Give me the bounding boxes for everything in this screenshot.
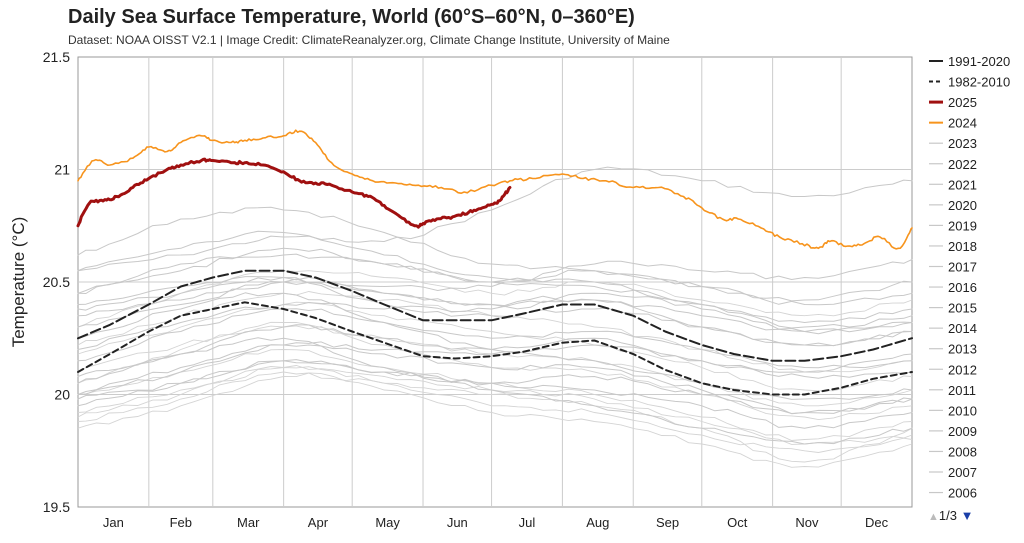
legend-label: 2016 [948, 280, 977, 295]
legend-label: 2024 [948, 116, 977, 131]
axis-layer: Jan Feb Mar Apr May Jun Jul Aug Sep Oct Nov Dec 19.5… [43, 49, 889, 530]
legend-label: 2020 [948, 198, 977, 213]
legend-item[interactable]: 2007 [929, 465, 977, 480]
legend-label: 2017 [948, 260, 977, 275]
legend-item[interactable]: 2022 [929, 157, 977, 172]
background-year-line [77, 366, 913, 453]
legend-item[interactable]: 2020 [929, 198, 977, 213]
legend-item[interactable]: 2014 [929, 321, 977, 336]
legend-label: 2015 [948, 301, 977, 316]
legend-label: 1991-2020 [948, 54, 1010, 69]
series-line-2024 [77, 129, 913, 250]
legend-item[interactable]: 2016 [929, 280, 977, 295]
series-line-1982-2010 [77, 301, 913, 396]
legend: 1991-2020 1982-2010 2025 2024 2023 2022 2021 20… [929, 54, 1010, 501]
y-tick-label: 21.5 [43, 49, 70, 65]
legend-item[interactable]: 2023 [929, 136, 977, 151]
legend-item[interactable]: 2010 [929, 403, 977, 418]
legend-item[interactable]: 2025 [929, 95, 977, 110]
x-tick-label: Aug [586, 515, 609, 530]
series-line-2006 [77, 359, 913, 414]
series-line-2011 [77, 344, 913, 415]
legend-item[interactable]: 2012 [929, 362, 977, 377]
legend-item[interactable]: 2013 [929, 342, 977, 357]
series-line-2020 [77, 230, 913, 329]
series-line-1991-2020 [77, 269, 913, 362]
background-year-line [77, 372, 913, 463]
legend-item[interactable]: 2018 [929, 239, 977, 254]
legend-label: 2023 [948, 136, 977, 151]
y-tick-label: 21 [54, 162, 70, 178]
legend-item[interactable]: 2008 [929, 444, 977, 459]
x-tick-label: Mar [237, 515, 260, 530]
legend-item[interactable]: 2011 [929, 383, 976, 398]
legend-item[interactable]: 2015 [929, 301, 977, 316]
series-line-2022 [77, 276, 913, 347]
y-tick-label: 20 [54, 387, 70, 403]
series-line-2010 [77, 292, 913, 400]
legend-label: 2021 [948, 177, 977, 192]
legend-label: 2012 [948, 362, 977, 377]
legend-label: 2014 [948, 321, 977, 336]
legend-item[interactable]: 2009 [929, 424, 977, 439]
background-year-line [77, 371, 913, 468]
legend-label: 2013 [948, 342, 977, 357]
legend-item[interactable]: 2024 [929, 116, 977, 131]
series-line-2013 [77, 308, 913, 369]
x-tick-label: Dec [865, 515, 889, 530]
legend-item[interactable]: 1982-2010 [929, 75, 1010, 90]
series-line-2017 [77, 247, 913, 323]
background-year-line [77, 301, 913, 392]
series-line-2025 [76, 157, 512, 229]
x-tick-label: Feb [170, 515, 192, 530]
legend-label: 2011 [948, 383, 976, 398]
series-line-2023 [77, 166, 913, 272]
legend-label: 1982-2010 [948, 75, 1010, 90]
y-axis-label: Temperature (°C) [9, 217, 28, 348]
legend-item[interactable]: 2019 [929, 218, 977, 233]
legend-item[interactable]: 2006 [929, 486, 977, 501]
series-layer [76, 129, 913, 445]
x-tick-label: Jun [447, 515, 468, 530]
pager-label: 1/3 [938, 508, 957, 523]
series-line-2018 [77, 281, 913, 335]
x-tick-label: May [375, 515, 400, 530]
series-line-2014 [77, 302, 913, 350]
legend-label: 2022 [948, 157, 977, 172]
background-year-line [77, 270, 913, 328]
legend-label: 2008 [948, 444, 977, 459]
legend-item[interactable]: 2017 [929, 260, 977, 275]
legend-pager: ▲1/3 ▼ [928, 508, 973, 523]
x-tick-label: Apr [308, 515, 329, 530]
x-tick-label: Sep [656, 515, 679, 530]
legend-label: 2025 [948, 95, 977, 110]
legend-label: 2010 [948, 403, 977, 418]
x-tick-label: Jan [103, 515, 124, 530]
legend-label: 2006 [948, 486, 977, 501]
triangle-up-icon[interactable]: ▲ [928, 511, 939, 523]
y-tick-label: 19.5 [43, 499, 70, 515]
chart-title: Daily Sea Surface Temperature, World (60… [68, 6, 635, 28]
legend-label: 2018 [948, 239, 977, 254]
x-tick-label: Nov [795, 515, 819, 530]
legend-label: 2019 [948, 218, 977, 233]
legend-label: 2009 [948, 424, 977, 439]
series-line-2007 [77, 337, 913, 445]
series-line-2016 [77, 206, 913, 306]
y-tick-label: 20.5 [43, 274, 70, 290]
series-line-2015 [77, 259, 913, 328]
legend-label: 2007 [948, 465, 977, 480]
series-line-2009 [77, 341, 913, 395]
legend-item[interactable]: 2021 [929, 177, 977, 192]
x-tick-label: Jul [519, 515, 536, 530]
triangle-down-icon[interactable]: ▼ [960, 508, 974, 523]
chart-subtitle: Dataset: NOAA OISST V2.1 | Image Credit:… [68, 33, 670, 47]
legend-item[interactable]: 1991-2020 [929, 54, 1010, 69]
x-tick-label: Oct [727, 515, 748, 530]
